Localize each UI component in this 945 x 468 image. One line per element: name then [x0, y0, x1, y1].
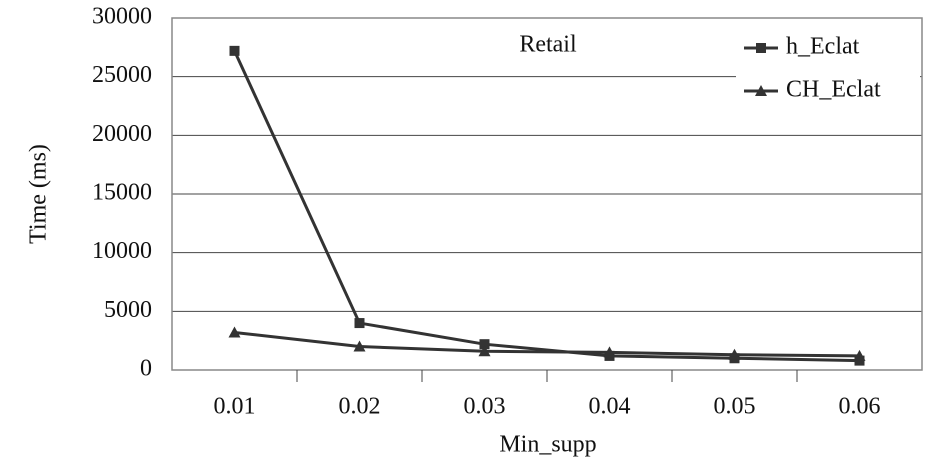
x-tick-label: 0.01: [214, 394, 256, 420]
series-line: [234, 330, 860, 358]
x-tick-label: 0.03: [464, 394, 506, 420]
marker: [728, 348, 741, 360]
legend-marker: [755, 85, 767, 96]
y-tick-label: 10000: [92, 238, 152, 264]
marker: [853, 349, 866, 361]
y-tick-label: 15000: [92, 180, 152, 206]
marker: [479, 339, 490, 350]
legend-marker: [756, 43, 766, 53]
x-tick-label: 0.04: [589, 394, 631, 420]
x-tick-label: 0.05: [714, 394, 756, 420]
marker: [229, 45, 240, 56]
y-tick-label: 5000: [104, 297, 152, 323]
annotation: Retail: [519, 32, 577, 58]
legend-label: CH_Eclat: [786, 77, 881, 103]
x-tick-label: 0.02: [339, 394, 381, 420]
x-axis-label: Min_supp: [499, 432, 596, 458]
legend-background: [736, 28, 920, 112]
y-axis-label: Time (ms): [26, 144, 52, 244]
series-line: [233, 50, 860, 363]
marker: [228, 326, 241, 338]
y-tick-label: 0: [140, 356, 152, 382]
y-tick-label: 20000: [92, 121, 152, 147]
marker: [603, 346, 616, 358]
marker: [353, 340, 366, 352]
legend-label: h_Eclat: [786, 34, 860, 60]
y-tick-label: 25000: [92, 62, 152, 88]
y-tick-label: 30000: [92, 4, 152, 30]
marker: [478, 345, 491, 357]
marker: [354, 318, 365, 329]
x-tick-label: 0.06: [839, 394, 881, 420]
